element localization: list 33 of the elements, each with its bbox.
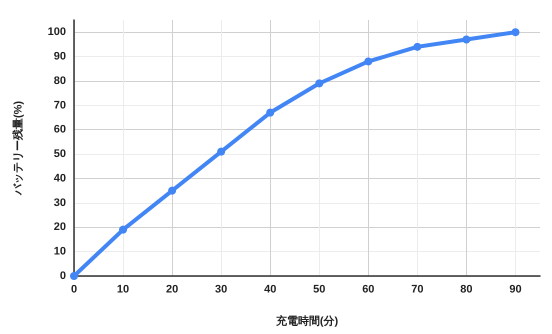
point: [413, 42, 422, 51]
y-tick-label: 70: [54, 99, 66, 112]
y-tick-label: 10: [54, 246, 66, 258]
x-tick-label: 30: [215, 284, 228, 296]
y-tick-label: 80: [54, 74, 66, 87]
point: [266, 108, 274, 117]
y-tick-label: 0: [60, 270, 66, 282]
x-axis-title: 充電時間(分): [274, 314, 338, 328]
point: [217, 148, 226, 156]
point: [315, 79, 324, 88]
point: [70, 272, 78, 280]
point: [462, 36, 470, 44]
point: [119, 226, 128, 234]
x-tick-label: 80: [460, 284, 473, 296]
y-tick-label: 40: [54, 172, 66, 184]
y-tick-label: 20: [54, 221, 66, 234]
point: [511, 28, 520, 36]
y-tick-label: 90: [54, 50, 66, 63]
y-axis-title: バッテリー残量(%): [12, 100, 24, 196]
x-tick-label: 10: [116, 284, 130, 296]
point: [364, 57, 372, 66]
x-tick-label: 0: [70, 284, 78, 296]
y-tick-label: 60: [54, 124, 66, 136]
y-tick-label: 30: [54, 196, 66, 209]
x-tick-label: 20: [166, 284, 178, 296]
x-tick-label: 50: [313, 284, 326, 296]
x-tick-label: 60: [362, 284, 374, 296]
point: [168, 186, 176, 195]
y-tick-label: 100: [48, 26, 66, 38]
x-tick-label: 90: [509, 284, 522, 296]
x-tick-label: 40: [264, 284, 276, 296]
x-tick-label: 70: [411, 284, 424, 296]
y-tick-label: 50: [54, 148, 66, 160]
